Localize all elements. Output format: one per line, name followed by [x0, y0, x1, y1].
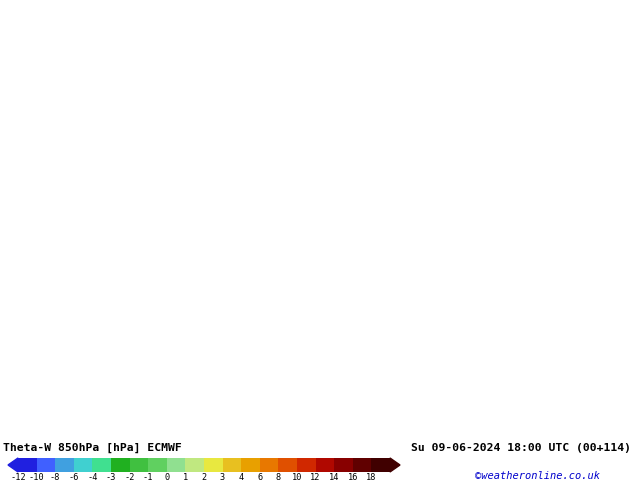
Text: -4: -4 [87, 473, 98, 482]
Bar [74, 458, 93, 472]
Text: -8: -8 [50, 473, 60, 482]
Bar [353, 458, 372, 472]
Text: -3: -3 [106, 473, 116, 482]
Bar [316, 458, 334, 472]
Text: 10: 10 [292, 473, 302, 482]
Bar [223, 458, 241, 472]
Text: 18: 18 [366, 473, 377, 482]
Text: ©weatheronline.co.uk: ©weatheronline.co.uk [475, 471, 600, 481]
Bar [55, 458, 74, 472]
Bar [185, 458, 204, 472]
Text: -2: -2 [124, 473, 135, 482]
Text: -12: -12 [10, 473, 26, 482]
Text: 4: 4 [238, 473, 244, 482]
Polygon shape [8, 458, 18, 472]
Bar [297, 458, 316, 472]
Text: 8: 8 [276, 473, 281, 482]
Bar [93, 458, 111, 472]
Text: 1: 1 [183, 473, 188, 482]
Text: -6: -6 [68, 473, 79, 482]
Bar [111, 458, 129, 472]
Polygon shape [390, 458, 400, 472]
Bar [334, 458, 353, 472]
Bar [260, 458, 278, 472]
Bar [278, 458, 297, 472]
Bar [37, 458, 55, 472]
Bar [241, 458, 260, 472]
Text: Theta-W 850hPa [hPa] ECMWF: Theta-W 850hPa [hPa] ECMWF [3, 443, 182, 453]
Text: -10: -10 [29, 473, 44, 482]
Text: 16: 16 [347, 473, 358, 482]
Text: -1: -1 [143, 473, 153, 482]
Text: Su 09-06-2024 18:00 UTC (00+114): Su 09-06-2024 18:00 UTC (00+114) [411, 443, 631, 453]
Text: 2: 2 [202, 473, 207, 482]
Text: 6: 6 [257, 473, 262, 482]
Bar [148, 458, 167, 472]
Text: 3: 3 [220, 473, 225, 482]
Bar [204, 458, 223, 472]
Text: 12: 12 [311, 473, 321, 482]
Text: 0: 0 [164, 473, 169, 482]
Bar [18, 458, 37, 472]
Text: 14: 14 [329, 473, 339, 482]
Bar [167, 458, 185, 472]
Bar [129, 458, 148, 472]
Bar [372, 458, 390, 472]
